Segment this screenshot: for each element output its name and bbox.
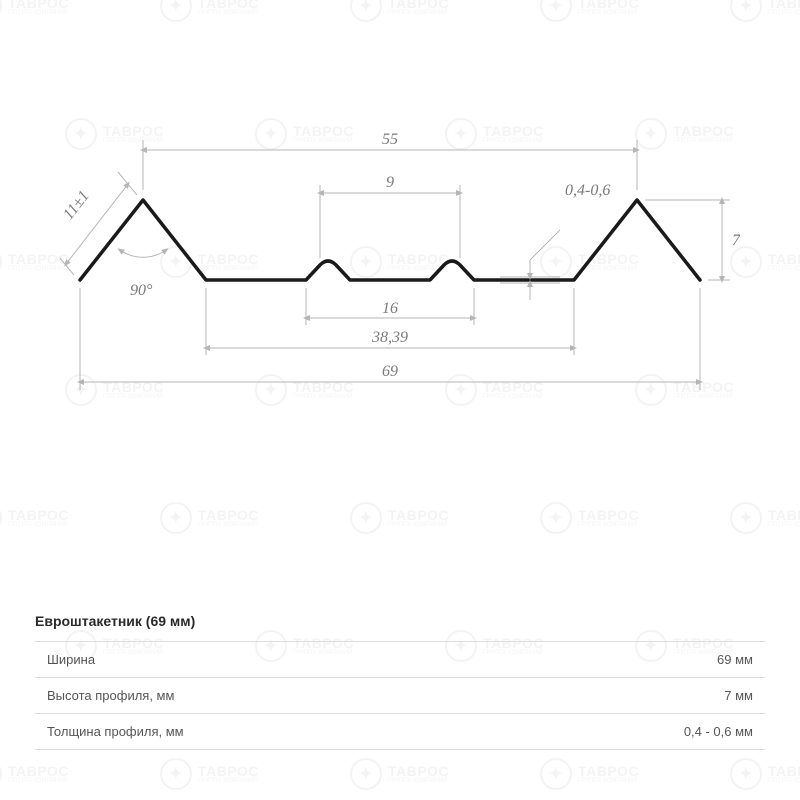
watermark: ✦ТАВРОСГРУППА КОМПАНИЙ [0,0,69,22]
dim-bump-base: 16 [382,300,398,317]
watermark: ✦ТАВРОСГРУППА КОМПАНИЙ [160,758,259,790]
watermark: ✦ТАВРОСГРУППА КОМПАНИЙ [730,502,800,534]
table-row: Толщина профиля, мм0,4 - 0,6 мм [35,714,765,750]
dim-angle: 90° [130,282,153,299]
spec-label: Высота профиля, мм [35,678,497,714]
watermark: ✦ТАВРОСГРУППА КОМПАНИЙ [350,502,449,534]
watermark: ✦ТАВРОСГРУППА КОМПАНИЙ [730,0,800,22]
spec-value: 0,4 - 0,6 мм [497,714,765,750]
dim-top-span: 55 [382,131,398,148]
watermark: ✦ТАВРОСГРУППА КОМПАНИЙ [540,502,639,534]
table-row: Высота профиля, мм7 мм [35,678,765,714]
spec-value: 69 мм [497,642,765,678]
watermark: ✦ТАВРОСГРУППА КОМПАНИЙ [0,246,69,278]
watermark: ✦ТАВРОСГРУППА КОМПАНИЙ [540,0,639,22]
watermark: ✦ТАВРОСГРУППА КОМПАНИЙ [540,758,639,790]
profile-diagram: 55 11±1 90° 9 16 38,39 69 0,4-0,6 7 [60,130,740,430]
dim-inner-span: 38,39 [371,329,408,346]
table-row: Ширина69 мм [35,642,765,678]
watermark: ✦ТАВРОСГРУППА КОМПАНИЙ [350,0,449,22]
spec-label: Ширина [35,642,497,678]
watermark: ✦ТАВРОСГРУППА КОМПАНИЙ [730,246,800,278]
dim-bump-top: 9 [386,174,394,191]
spec-label: Толщина профиля, мм [35,714,497,750]
specs-title: Евроштакетник (69 мм) [35,613,765,629]
dim-thickness: 0,4-0,6 [565,182,610,199]
watermark: ✦ТАВРОСГРУППА КОМПАНИЙ [730,758,800,790]
dim-full-width: 69 [382,363,398,380]
dim-slant: 11±1 [60,188,93,223]
watermark: ✦ТАВРОСГРУППА КОМПАНИЙ [0,502,69,534]
specs-table: Ширина69 ммВысота профиля, мм7 ммТолщина… [35,641,765,750]
dim-height: 7 [732,232,740,249]
watermark: ✦ТАВРОСГРУППА КОМПАНИЙ [160,0,259,22]
specs-section: Евроштакетник (69 мм) Ширина69 ммВысота … [35,613,765,750]
watermark: ✦ТАВРОСГРУППА КОМПАНИЙ [350,758,449,790]
watermark: ✦ТАВРОСГРУППА КОМПАНИЙ [160,502,259,534]
watermark: ✦ТАВРОСГРУППА КОМПАНИЙ [0,758,69,790]
profile-path [80,200,700,280]
spec-value: 7 мм [497,678,765,714]
